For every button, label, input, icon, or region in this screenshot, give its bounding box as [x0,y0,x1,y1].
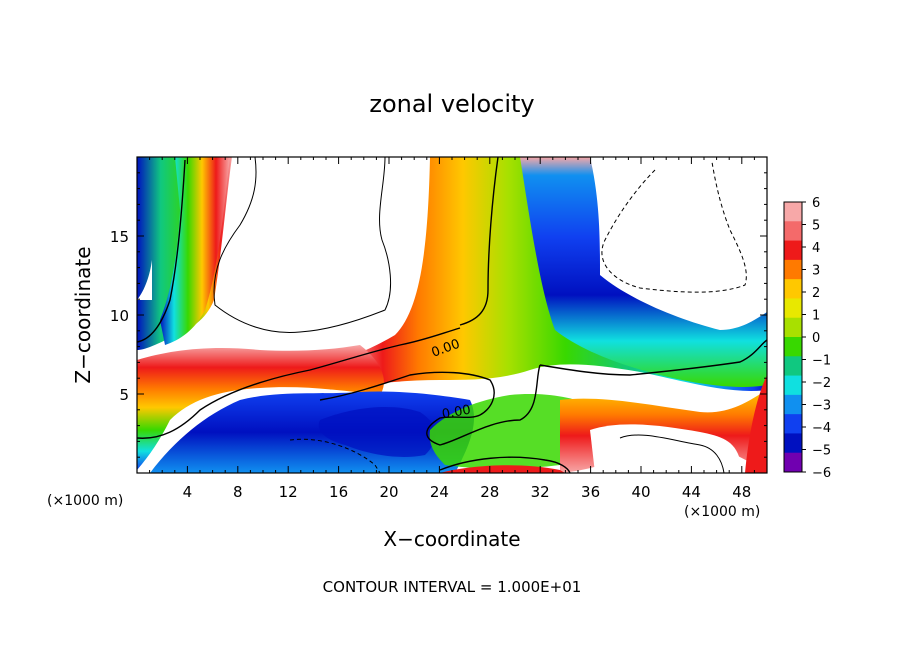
colorbar-swatch [784,240,802,261]
y-axis-label: Z−coordinate [71,246,95,383]
colorbar-swatch [784,221,802,242]
x-unit-label: (×1000 m) [684,504,760,520]
x-tick-label: 28 [480,483,499,501]
x-axis-ticks: 4 8 12 16 20 24 28 32 36 40 44 48 [149,157,755,501]
x-tick-label: 24 [430,483,449,501]
contour-column [459,157,499,326]
contour-upper-right-dashed [601,161,747,293]
colorbar-tick-label: −4 [812,421,831,436]
x-tick-label: 32 [531,483,550,501]
colorbar-swatch [784,394,802,415]
contour-lower-right-thin [619,434,725,473]
x-axis-label: X−coordinate [383,527,520,551]
x-tick-label: 8 [233,483,243,501]
left-white-patch [137,260,152,300]
contour-bottom-center [439,456,571,473]
colorbar-tick-label: 6 [812,196,820,211]
chart-title: zonal velocity [369,90,534,118]
x-tick-label: 4 [183,483,193,501]
y-axis-ticks: 5 10 15 [110,172,767,458]
right-wall-red [745,375,767,473]
low-level-band [137,345,384,470]
colorbar-swatch [784,337,802,357]
colorbar-swatch [784,452,802,473]
colorbar-tick-label: −3 [812,399,831,414]
colorbar-tick-label: −5 [812,444,831,459]
contour-left-jet [137,159,186,343]
y-unit-label: (×1000 m) [47,493,123,509]
colorbar-tick-label: 5 [812,219,820,234]
x-tick-label: 36 [581,483,600,501]
left-red-strip [160,157,230,345]
colorbar-swatch [784,279,802,299]
bottom-red-sliver [440,465,565,473]
colorbar-tick-label: −1 [812,354,831,369]
colorbar-tick-label: −2 [812,376,831,391]
y-tick-label: 15 [110,228,129,246]
colorbar-swatch [784,356,802,377]
x-tick-label: 12 [279,483,298,501]
colorbar-swatch [784,414,802,434]
colorbar-tick-label: 3 [812,264,820,279]
contour-upper-left [213,157,391,334]
colorbar-tick-label: 0 [812,331,820,346]
x-tick-label: 20 [379,483,398,501]
contour-lower-left-dashed [289,438,381,473]
colorbar-swatch [784,375,802,396]
contour-right-low [539,339,767,376]
contour-interval-footer: CONTOUR INTERVAL = 1.000E+01 [323,578,582,596]
colorbar-swatch [784,259,802,280]
colorbar-tick-label: 4 [812,241,820,256]
right-blue-jet [520,157,767,387]
colorbar-swatch [784,433,802,454]
colorbar-tick-label: 2 [812,286,820,301]
colorbar-swatch [784,317,802,338]
x-tick-label: 16 [329,483,348,501]
contour-lower-mid [319,364,541,446]
colorbar-swatch [784,298,802,319]
y-tick-label: 5 [119,386,129,404]
right-lower-white-region [590,424,740,473]
colorbar [783,201,803,473]
colorbar-ticks: 6 5 4 3 2 1 0 −1 −2 −3 −4 −5 −6 [802,196,831,481]
contour-low-band [137,327,461,439]
x-tick-label: 40 [631,483,650,501]
colorbar-swatch [784,202,802,222]
plot-area: 0.00 0.00 [137,157,767,473]
colorbar-tick-label: 1 [812,309,820,324]
y-tick-label: 10 [110,307,129,325]
colorbar-tick-label: −6 [812,466,831,481]
lower-green-region [429,394,594,469]
contour-label-lower: 0.00 [441,403,472,423]
lower-blue-core [318,406,436,457]
x-tick-label: 44 [682,483,701,501]
x-tick-label: 48 [732,483,751,501]
